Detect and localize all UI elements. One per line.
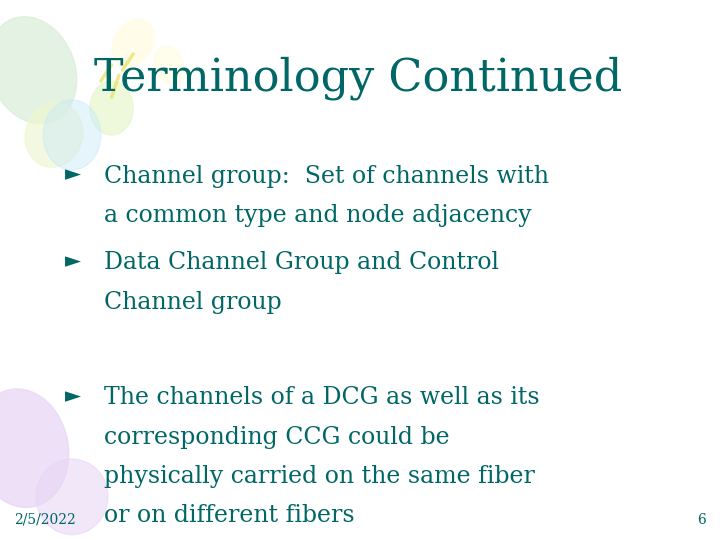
Ellipse shape [36,459,108,535]
Text: ►: ► [65,251,81,271]
Ellipse shape [90,81,133,135]
Text: Data Channel Group and Control: Data Channel Group and Control [104,251,500,274]
Text: The channels of a DCG as well as its: The channels of a DCG as well as its [104,386,540,409]
Text: Channel group:  Set of channels with: Channel group: Set of channels with [104,165,549,188]
Text: a common type and node adjacency: a common type and node adjacency [104,204,532,227]
Ellipse shape [25,103,83,167]
Text: 2/5/2022: 2/5/2022 [14,512,76,526]
Ellipse shape [0,17,77,124]
Text: Terminology Continued: Terminology Continued [94,57,622,100]
Text: physically carried on the same fiber: physically carried on the same fiber [104,465,535,488]
Text: ►: ► [65,386,81,406]
Text: or on different fibers: or on different fibers [104,504,355,528]
Ellipse shape [43,100,101,170]
Text: ►: ► [65,165,81,185]
Text: 6: 6 [697,512,706,526]
Text: Channel group: Channel group [104,291,282,314]
Ellipse shape [154,46,184,84]
Ellipse shape [112,19,154,67]
Text: corresponding CCG could be: corresponding CCG could be [104,426,450,449]
Ellipse shape [0,389,68,508]
